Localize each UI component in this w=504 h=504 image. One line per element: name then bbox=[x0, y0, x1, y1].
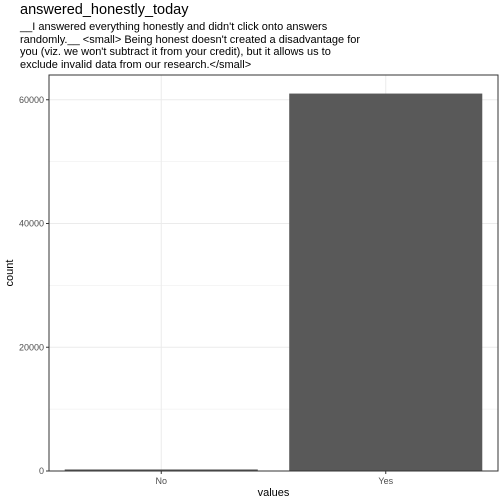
y-axis: 0 20000 40000 60000 bbox=[19, 95, 49, 476]
x-axis-title: values bbox=[258, 487, 290, 499]
y-axis-title: count bbox=[4, 260, 16, 287]
x-tick-label: No bbox=[155, 476, 167, 486]
bar-yes bbox=[289, 94, 482, 471]
y-tick-label: 20000 bbox=[19, 342, 44, 352]
x-tick-label: Yes bbox=[378, 476, 393, 486]
y-tick-label: 0 bbox=[39, 466, 44, 476]
x-axis: No Yes bbox=[155, 471, 393, 486]
bars bbox=[65, 94, 483, 471]
y-tick-label: 60000 bbox=[19, 95, 44, 105]
y-tick-label: 40000 bbox=[19, 219, 44, 229]
